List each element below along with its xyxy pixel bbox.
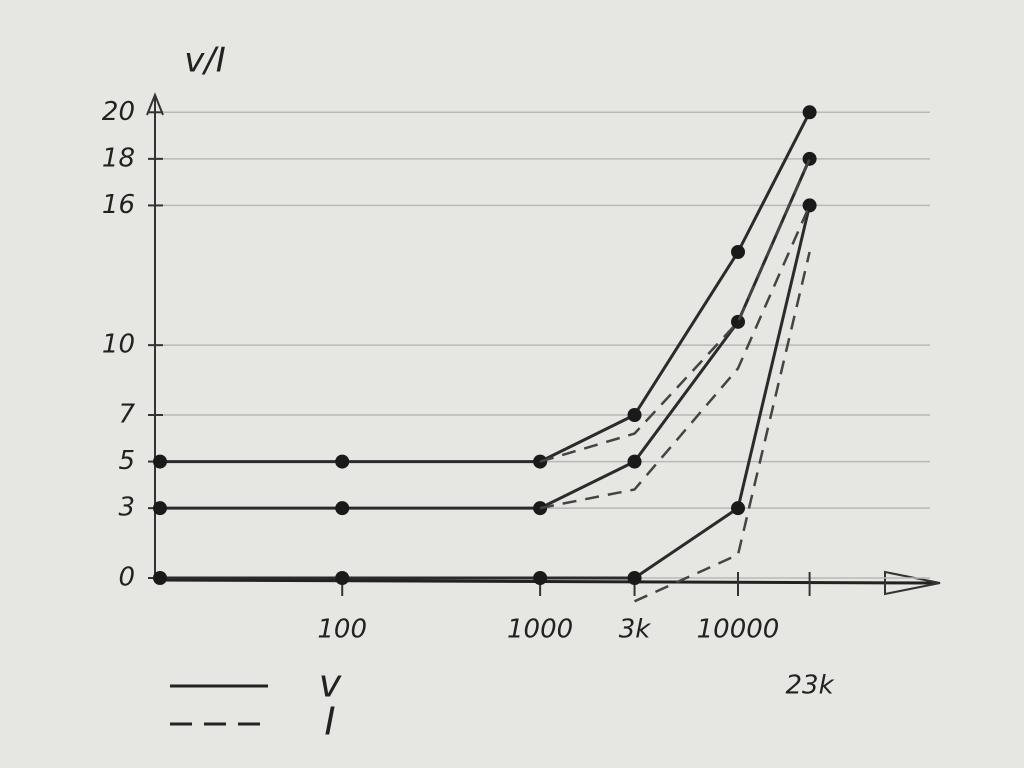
point xyxy=(627,571,642,585)
x-tick-label: 3k xyxy=(619,615,652,645)
point xyxy=(731,245,746,259)
y-tick-label: 16 xyxy=(102,190,135,220)
point xyxy=(335,501,350,516)
x-tick-label: 1000 xyxy=(507,615,573,645)
point xyxy=(533,571,548,585)
legend-label: I xyxy=(324,700,335,744)
point xyxy=(802,105,817,120)
solid-line xyxy=(160,205,812,580)
y-axis-label: v/I xyxy=(184,41,226,81)
point xyxy=(153,501,167,516)
point xyxy=(802,198,817,213)
y-tick-label: 7 xyxy=(118,400,135,430)
y-tick-label: 3 xyxy=(118,493,135,523)
y-tick-label: 10 xyxy=(102,330,135,360)
y-arrow xyxy=(146,92,164,116)
solid-line xyxy=(160,111,811,464)
point xyxy=(627,454,642,469)
point xyxy=(802,151,817,166)
y-tick-label: 18 xyxy=(102,143,135,173)
point xyxy=(153,454,167,469)
x-tick-label: 10000 xyxy=(697,615,780,645)
dashed-line xyxy=(539,158,811,463)
point xyxy=(731,314,746,329)
x-tick-label: 100 xyxy=(317,615,367,645)
point xyxy=(627,408,642,422)
point xyxy=(731,501,746,516)
y-tick-label: 20 xyxy=(102,97,135,127)
point xyxy=(335,454,350,469)
y-tick-label: 0 xyxy=(118,563,135,593)
x-tick-label: 23k xyxy=(786,671,835,701)
legend-label: v xyxy=(319,662,342,706)
point xyxy=(153,571,167,585)
point xyxy=(335,571,350,585)
dashed-line xyxy=(539,204,811,510)
y-tick-label: 5 xyxy=(118,446,135,476)
